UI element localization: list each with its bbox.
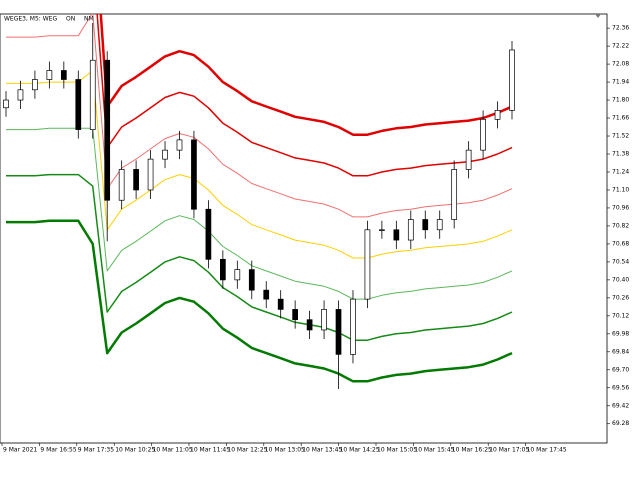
candle-body bbox=[422, 219, 429, 231]
x-tick-label: 10 Mar 12:25 bbox=[227, 447, 267, 454]
x-tick-label: 10 Mar 13:45 bbox=[302, 447, 342, 454]
candle-body bbox=[162, 149, 168, 160]
y-tick-label: 71.24 bbox=[612, 168, 629, 175]
x-tick-label: 10 Mar 11:05 bbox=[153, 447, 193, 454]
tag: ON bbox=[66, 16, 75, 23]
band-line bbox=[96, 14, 513, 177]
y-tick-label: 71.94 bbox=[612, 79, 629, 86]
candle-body bbox=[17, 89, 24, 101]
x-tick-label: 10 Mar 17:05 bbox=[489, 447, 529, 454]
y-tick-label: 71.10 bbox=[612, 186, 629, 193]
y-tick-label: 70.26 bbox=[612, 294, 629, 301]
y-tick-label: 72.22 bbox=[612, 43, 629, 50]
candle-body bbox=[205, 208, 212, 260]
candle-body bbox=[234, 269, 241, 281]
candle-body bbox=[321, 309, 327, 331]
candle-body bbox=[277, 298, 284, 310]
y-tick-label: 70.12 bbox=[612, 312, 629, 319]
candle-body bbox=[89, 59, 96, 130]
candle-body bbox=[480, 118, 486, 151]
x-tick-label: 10 Mar 15:45 bbox=[414, 447, 454, 454]
candle-body bbox=[3, 99, 9, 109]
candle-body bbox=[364, 229, 371, 300]
shift-marker bbox=[595, 14, 601, 18]
y-tick-label: 69.98 bbox=[612, 330, 629, 337]
candle-body bbox=[75, 79, 82, 130]
candle-body bbox=[335, 309, 342, 355]
candle-body bbox=[292, 309, 298, 321]
symbol: WEGE3, M5: WEG bbox=[4, 16, 57, 23]
y-tick-label: 71.52 bbox=[612, 133, 629, 140]
candle-body bbox=[248, 269, 255, 291]
candle-body bbox=[176, 139, 183, 151]
candle-body bbox=[133, 169, 139, 191]
y-tick-label: 71.80 bbox=[612, 97, 629, 104]
y-tick-label: 70.68 bbox=[612, 240, 629, 247]
candle-body bbox=[306, 319, 313, 331]
y-tick-label: 69.70 bbox=[612, 366, 629, 373]
y-tick-label: 69.42 bbox=[612, 402, 629, 409]
band-line bbox=[6, 14, 513, 218]
tag: NM bbox=[84, 16, 94, 23]
x-tick-label: 10 Mar 16:25 bbox=[452, 447, 492, 454]
candle-body bbox=[104, 59, 111, 201]
candle-body bbox=[393, 229, 400, 241]
candle-body bbox=[407, 219, 414, 241]
candle-body bbox=[60, 70, 67, 80]
x-tick-label: 9 Mar 17:35 bbox=[78, 447, 114, 454]
candle-body bbox=[509, 49, 515, 111]
candle-body bbox=[220, 258, 226, 281]
x-tick-label: 9 Mar 2021 bbox=[3, 447, 37, 454]
y-tick-label: 69.84 bbox=[612, 348, 629, 355]
y-tick-label: 70.40 bbox=[612, 276, 629, 283]
candle-body bbox=[147, 158, 154, 191]
candle-body bbox=[451, 169, 458, 220]
candle-body bbox=[350, 298, 356, 355]
candle-body bbox=[191, 139, 197, 210]
candle-body bbox=[32, 79, 38, 91]
y-tick-label: 70.54 bbox=[612, 258, 629, 265]
candle-body bbox=[263, 289, 270, 300]
x-tick-label: 10 Mar 14:25 bbox=[340, 447, 380, 454]
candle-body bbox=[379, 229, 385, 231]
band-line bbox=[6, 173, 513, 341]
x-tick-label: 10 Mar 13:05 bbox=[265, 447, 305, 454]
y-tick-label: 72.08 bbox=[612, 61, 629, 68]
x-tick-label: 10 Mar 10:25 bbox=[115, 447, 155, 454]
y-tick-label: 70.82 bbox=[612, 222, 629, 229]
plot-frame bbox=[0, 13, 608, 444]
x-tick-label: 10 Mar 11:45 bbox=[190, 447, 230, 454]
candle-body bbox=[436, 219, 443, 231]
y-tick-label: 71.66 bbox=[612, 115, 629, 122]
x-tick-label: 9 Mar 16:55 bbox=[40, 447, 76, 454]
x-tick-label: 10 Mar 15:05 bbox=[377, 447, 417, 454]
band-line bbox=[99, 14, 513, 136]
y-tick-label: 69.28 bbox=[612, 420, 629, 427]
band-line bbox=[6, 219, 513, 383]
x-tick-label: 10 Mar 17:45 bbox=[527, 447, 567, 454]
candle-body bbox=[494, 109, 501, 120]
candle-body bbox=[118, 169, 125, 201]
y-tick-label: 69.56 bbox=[612, 384, 629, 391]
y-tick-label: 72.36 bbox=[612, 25, 629, 32]
y-tick-label: 70.96 bbox=[612, 204, 629, 211]
candle-body bbox=[46, 70, 53, 80]
candle-body bbox=[465, 149, 472, 170]
y-tick-label: 71.38 bbox=[612, 151, 629, 158]
